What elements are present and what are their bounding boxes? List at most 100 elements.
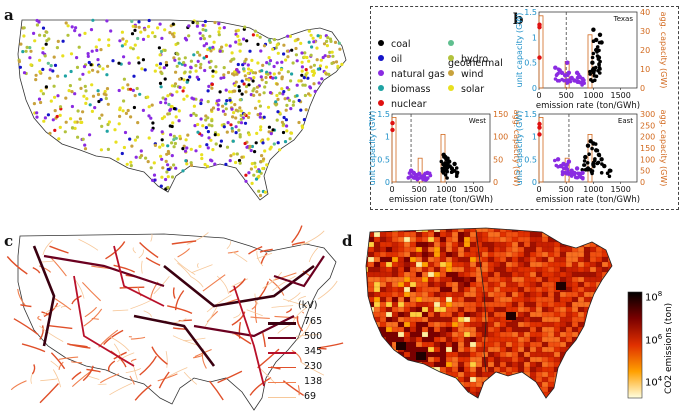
county-cell bbox=[511, 281, 519, 288]
county-cell bbox=[572, 412, 578, 417]
plant-dot bbox=[170, 32, 175, 36]
county-cell bbox=[379, 326, 387, 333]
county-cell bbox=[463, 301, 471, 308]
plant-dot bbox=[315, 46, 319, 50]
county-cell bbox=[366, 271, 369, 278]
x-tick-label: 1500 bbox=[610, 185, 630, 194]
county-cell bbox=[500, 222, 506, 227]
county-cell bbox=[523, 391, 531, 398]
county-cell bbox=[535, 231, 543, 238]
county-cell bbox=[595, 371, 603, 378]
plant-dot bbox=[261, 63, 265, 67]
county-cell bbox=[451, 231, 459, 238]
transmission-line bbox=[259, 248, 273, 253]
county-cell bbox=[547, 371, 555, 378]
transmission-line bbox=[297, 385, 300, 396]
county-cell bbox=[517, 366, 525, 373]
county-cell bbox=[415, 321, 423, 328]
county-cell bbox=[385, 376, 393, 383]
county-cell bbox=[451, 336, 459, 343]
county-cell bbox=[366, 311, 369, 318]
plant-dot bbox=[276, 110, 280, 114]
legend-a-item-nuclear: nuclear bbox=[378, 92, 426, 111]
county-cell bbox=[493, 231, 501, 238]
high-emission-county bbox=[416, 352, 426, 360]
county-cell bbox=[445, 341, 453, 348]
transmission-line bbox=[296, 315, 304, 332]
county-cell bbox=[433, 281, 441, 288]
county-cell bbox=[577, 286, 585, 293]
county-cell bbox=[385, 346, 393, 353]
y-tick-label: 0.5 bbox=[377, 155, 390, 164]
county-cell bbox=[379, 356, 387, 363]
county-cell bbox=[536, 412, 542, 417]
legend-line bbox=[268, 337, 296, 340]
county-cell bbox=[601, 356, 609, 363]
county-cell bbox=[559, 376, 567, 383]
plant-dot bbox=[167, 167, 171, 171]
county-cell bbox=[356, 407, 362, 412]
county-cell bbox=[529, 381, 537, 388]
county-cell bbox=[391, 311, 399, 318]
county-cell bbox=[608, 412, 614, 417]
county-cell bbox=[397, 246, 405, 253]
county-cell bbox=[391, 336, 399, 343]
transmission-line bbox=[262, 271, 283, 289]
county-cell bbox=[356, 392, 362, 397]
county-cell bbox=[373, 356, 381, 363]
county-cell bbox=[523, 336, 531, 343]
county-cell bbox=[614, 252, 620, 257]
county-cell bbox=[427, 291, 435, 298]
county-cell bbox=[362, 412, 368, 417]
plant-dot bbox=[276, 97, 280, 101]
county-cell bbox=[451, 381, 459, 388]
county-cell bbox=[595, 341, 603, 348]
county-cell bbox=[421, 391, 429, 398]
county-cell bbox=[421, 241, 429, 248]
plant-dot bbox=[113, 128, 117, 132]
region-title: Texas bbox=[613, 15, 634, 23]
county-cell bbox=[409, 336, 417, 343]
county-cell bbox=[403, 266, 411, 273]
plant-dot bbox=[316, 67, 320, 71]
plant-dot bbox=[238, 133, 242, 137]
county-cell bbox=[367, 371, 375, 378]
plant-dot bbox=[158, 22, 162, 26]
plant-dot bbox=[56, 39, 60, 43]
county-cell bbox=[469, 351, 477, 358]
transmission-line bbox=[13, 318, 39, 335]
plant-dot bbox=[266, 137, 270, 141]
plant-dot bbox=[137, 25, 141, 29]
county-cell bbox=[481, 316, 489, 323]
legend-label: 69 bbox=[304, 391, 317, 402]
plant-dot bbox=[253, 29, 257, 33]
county-cell bbox=[601, 386, 609, 393]
transmission-line bbox=[174, 290, 185, 311]
county-cell bbox=[475, 306, 483, 313]
county-cell bbox=[589, 366, 597, 373]
county-cell bbox=[379, 301, 387, 308]
county-cell bbox=[553, 326, 561, 333]
county-cell bbox=[595, 321, 603, 328]
plant-dot bbox=[167, 102, 171, 107]
county-cell bbox=[356, 252, 362, 257]
plant-dot bbox=[158, 66, 162, 70]
county-cell bbox=[445, 376, 453, 383]
plant-dot bbox=[303, 51, 307, 55]
county-cell bbox=[463, 296, 471, 303]
county-cell bbox=[397, 356, 405, 363]
county-cell bbox=[356, 342, 362, 347]
plant-dot bbox=[208, 46, 212, 50]
county-cell bbox=[356, 247, 362, 252]
county-cell bbox=[535, 261, 543, 268]
plant-dot bbox=[130, 19, 134, 23]
county-cell bbox=[505, 296, 513, 303]
plant-dot bbox=[284, 118, 288, 122]
county-cell bbox=[553, 296, 561, 303]
transmission-line bbox=[82, 365, 94, 382]
plant-dot bbox=[282, 115, 286, 120]
plant-dot bbox=[106, 147, 110, 151]
county-cell bbox=[386, 222, 392, 227]
plant-dot bbox=[173, 141, 177, 146]
county-cell bbox=[439, 241, 447, 248]
